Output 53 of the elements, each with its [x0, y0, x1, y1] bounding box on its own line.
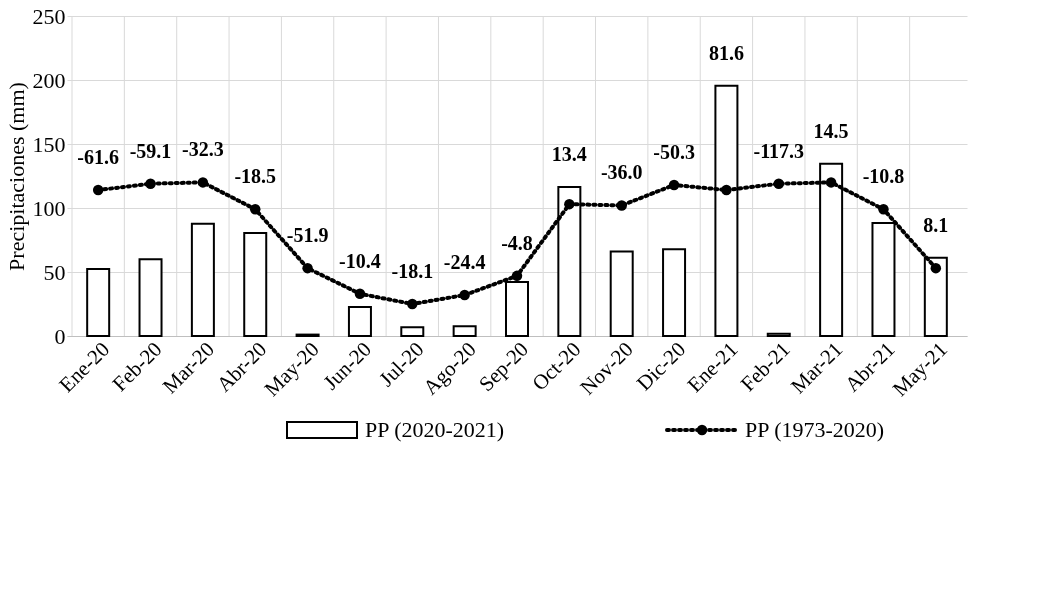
- point: [354, 288, 366, 299]
- annotation: -51.9: [286, 224, 329, 247]
- point: [721, 184, 732, 196]
- annotation: -117.3: [753, 139, 805, 162]
- y-tick-label: 50: [43, 259, 66, 285]
- point: [564, 198, 575, 210]
- annotation: -4.8: [501, 231, 533, 254]
- legend-label: PP (2020-2021): [365, 417, 505, 442]
- annotation: -24.4: [443, 251, 486, 274]
- bar: [243, 231, 268, 337]
- annotation: 13.4: [551, 143, 587, 166]
- y-tick-label: 100: [32, 195, 66, 221]
- annotation: 8.1: [923, 213, 949, 236]
- y-axis-title: Precipitaciones (mm): [3, 82, 29, 271]
- point: [668, 179, 680, 191]
- point: [145, 178, 156, 189]
- legend-label: PP (1973-2020): [745, 417, 885, 442]
- annotation: -59.1: [129, 139, 172, 162]
- bar: [766, 332, 791, 337]
- bar: [190, 222, 215, 337]
- point: [459, 289, 470, 301]
- point: [511, 270, 523, 282]
- point: [302, 262, 313, 274]
- bar: [609, 250, 634, 337]
- point: [92, 184, 104, 196]
- bar: [400, 326, 425, 337]
- annotation: -10.4: [339, 249, 381, 272]
- annotation: -18.1: [391, 260, 434, 282]
- point: [773, 178, 785, 189]
- y-tick-label: 200: [32, 67, 66, 93]
- annotation: -36.0: [600, 161, 643, 184]
- annotation: -18.5: [234, 165, 277, 188]
- point: [407, 298, 418, 310]
- point: [825, 177, 837, 188]
- y-tick-label: 150: [32, 131, 66, 157]
- annotation: -61.6: [77, 146, 120, 169]
- bar: [347, 306, 372, 337]
- point: [616, 200, 627, 211]
- point: [249, 204, 261, 215]
- y-tick-label: 250: [32, 3, 66, 29]
- point: [930, 262, 942, 274]
- annotation: 14.5: [813, 119, 849, 142]
- annotation: -32.3: [182, 138, 224, 161]
- annotation: -50.3: [653, 140, 695, 163]
- y-tick-label: 0: [54, 323, 66, 349]
- bar: [86, 267, 111, 337]
- bar: [138, 258, 163, 337]
- bar: [662, 248, 687, 337]
- annotation: -10.8: [862, 165, 905, 188]
- point: [878, 204, 889, 215]
- bar: [452, 325, 477, 337]
- annotation: 81.6: [708, 41, 744, 64]
- point: [197, 177, 209, 188]
